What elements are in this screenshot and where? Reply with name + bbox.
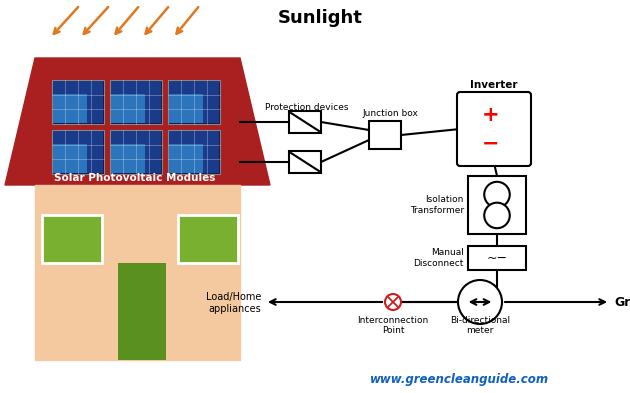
Bar xyxy=(468,246,526,270)
Text: Grid: Grid xyxy=(614,296,630,309)
Text: Interconnection
Point: Interconnection Point xyxy=(357,316,428,335)
Bar xyxy=(111,94,145,123)
Text: Load/Home
appliances: Load/Home appliances xyxy=(205,292,261,314)
Text: Solar Photovoltaic Modules: Solar Photovoltaic Modules xyxy=(54,173,215,183)
Bar xyxy=(110,80,162,124)
Circle shape xyxy=(484,203,510,228)
Polygon shape xyxy=(5,58,270,185)
Text: www.greencleanguide.com: www.greencleanguide.com xyxy=(370,373,549,386)
Bar xyxy=(369,121,401,149)
Text: Inverter: Inverter xyxy=(470,80,518,90)
Bar xyxy=(289,111,321,133)
Bar xyxy=(168,80,220,124)
Bar xyxy=(169,144,203,173)
Text: Manual
Disconnect: Manual Disconnect xyxy=(414,248,464,268)
Bar xyxy=(169,131,219,173)
Text: Bi-directional
meter: Bi-directional meter xyxy=(450,316,510,335)
Bar xyxy=(53,81,103,123)
Text: ~−: ~− xyxy=(486,252,508,264)
Bar xyxy=(168,130,220,174)
Text: Sunlight: Sunlight xyxy=(278,9,362,27)
Bar xyxy=(169,81,219,123)
Bar xyxy=(111,131,161,173)
Bar xyxy=(169,94,203,123)
Text: Junction box: Junction box xyxy=(362,110,418,119)
Bar xyxy=(111,81,161,123)
Circle shape xyxy=(385,294,401,310)
Text: +: + xyxy=(482,105,500,125)
Bar xyxy=(289,151,321,173)
Circle shape xyxy=(458,280,502,324)
Polygon shape xyxy=(35,185,240,360)
Bar xyxy=(110,130,162,174)
Text: −: − xyxy=(482,134,500,154)
Bar xyxy=(52,130,104,174)
Bar xyxy=(53,94,87,123)
Bar xyxy=(52,80,104,124)
Bar xyxy=(468,176,526,234)
Circle shape xyxy=(484,182,510,208)
Bar xyxy=(53,131,103,173)
Bar xyxy=(118,263,166,360)
Bar xyxy=(111,144,145,173)
Text: Isolation
Transformer: Isolation Transformer xyxy=(410,195,464,215)
Bar xyxy=(42,215,102,263)
Text: Protection devices: Protection devices xyxy=(265,103,349,112)
FancyBboxPatch shape xyxy=(457,92,531,166)
Bar xyxy=(53,144,87,173)
Bar xyxy=(178,215,238,263)
